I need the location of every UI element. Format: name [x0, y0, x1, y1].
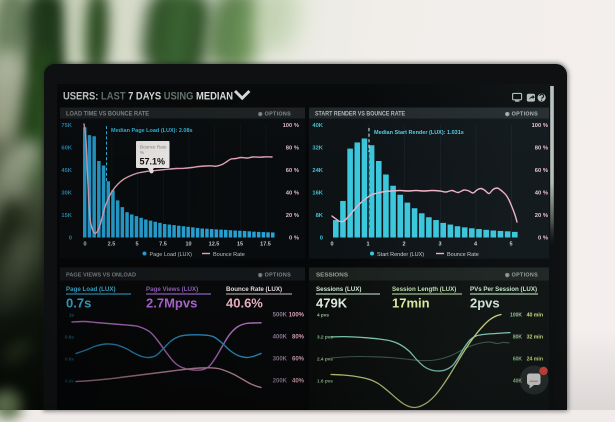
svg-text:100 %: 100 % [283, 123, 299, 129]
svg-text:USERS: LAST 7 DAYS USING MEDIA: USERS: LAST 7 DAYS USING MEDIAN [63, 91, 233, 103]
svg-text:2pvs: 2pvs [470, 296, 500, 311]
svg-text:100 %: 100 % [532, 123, 548, 129]
svg-text:Median Start Render (LUX): 1.0: Median Start Render (LUX): 1.031s [374, 130, 464, 136]
svg-text:Start Render (LUX): Start Render (LUX) [377, 252, 424, 258]
svg-text:Page Load (LUX): Page Load (LUX) [66, 286, 116, 293]
svg-text:1s: 1s [69, 313, 75, 318]
svg-text:500K: 500K [273, 313, 288, 319]
svg-text:0.8s: 0.8s [65, 335, 74, 340]
svg-text:PVs Per Session (LUX): PVs Per Session (LUX) [470, 286, 537, 293]
svg-text:17min: 17min [392, 296, 430, 311]
svg-text:0.7s: 0.7s [66, 296, 91, 311]
svg-text:16K: 16K [312, 191, 323, 197]
svg-text:5: 5 [509, 242, 512, 248]
svg-text:Page Load (LUX): Page Load (LUX) [150, 252, 193, 258]
svg-text:24 min: 24 min [527, 357, 543, 363]
svg-text:SESSIONS: SESSIONS [316, 273, 348, 279]
svg-text:Bounce Rate: Bounce Rate [140, 145, 167, 150]
svg-text:80K: 80K [513, 335, 523, 341]
svg-text:45K: 45K [61, 168, 72, 174]
svg-text:12.5: 12.5 [209, 242, 220, 248]
svg-text:479K: 479K [316, 296, 348, 311]
svg-text:Bounce Rate: Bounce Rate [213, 252, 245, 258]
svg-text:15K: 15K [61, 213, 72, 219]
svg-text:LOAD TIME VS BOUNCE RATE: LOAD TIME VS BOUNCE RATE [66, 111, 149, 117]
svg-text:0.4s: 0.4s [65, 379, 74, 384]
svg-text:100K: 100K [510, 313, 522, 319]
svg-text:Page Views (LUX): Page Views (LUX) [146, 286, 198, 293]
svg-text:◉ OPTIONS: ◉ OPTIONS [258, 273, 291, 279]
svg-text:2: 2 [402, 242, 405, 248]
svg-text:40 %: 40 % [535, 191, 548, 197]
svg-text:Median Page Load (LUX): 2.08s: Median Page Load (LUX): 2.08s [111, 128, 193, 134]
svg-text:3: 3 [438, 242, 441, 248]
svg-text:%: % [140, 150, 144, 155]
svg-text:32 min: 32 min [527, 335, 543, 341]
svg-text:15: 15 [237, 242, 243, 248]
svg-text:60 %: 60 % [286, 168, 299, 174]
svg-text:20 %: 20 % [286, 213, 299, 219]
svg-text:40.6%: 40.6% [226, 296, 263, 311]
svg-text:40%: 40% [292, 379, 305, 385]
svg-text:◉ OPTIONS: ◉ OPTIONS [505, 111, 538, 117]
svg-text:20 %: 20 % [535, 213, 548, 219]
svg-text:4: 4 [474, 242, 478, 248]
svg-text:PAGE VIEWS VS ONLOAD: PAGE VIEWS VS ONLOAD [66, 273, 136, 279]
svg-text:60 %: 60 % [535, 168, 548, 174]
svg-text:57.1%: 57.1% [140, 157, 166, 167]
svg-text:Bounce Rate: Bounce Rate [447, 252, 479, 258]
svg-text:Bounce Rate (LUX): Bounce Rate (LUX) [226, 286, 282, 293]
svg-text:80 %: 80 % [286, 146, 299, 152]
svg-text:100%: 100% [289, 313, 305, 319]
svg-text:START RENDER VS BOUNCE RATE: START RENDER VS BOUNCE RATE [315, 111, 405, 117]
svg-text:24K: 24K [312, 168, 323, 174]
svg-text:7.5: 7.5 [159, 242, 167, 248]
svg-text:80%: 80% [292, 335, 305, 341]
svg-text:400K: 400K [273, 335, 288, 341]
svg-text:2.7Mpvs: 2.7Mpvs [146, 296, 197, 311]
svg-text:0.6s: 0.6s [65, 357, 74, 362]
svg-text:40K: 40K [513, 379, 523, 385]
svg-text:0 %: 0 % [289, 236, 299, 242]
svg-text:8K: 8K [316, 213, 324, 219]
svg-text:40 min: 40 min [527, 313, 543, 319]
svg-text:5: 5 [135, 242, 138, 248]
svg-text:2.5: 2.5 [108, 242, 116, 248]
svg-text:1.6 pvs: 1.6 pvs [317, 379, 333, 384]
svg-text:0: 0 [83, 242, 86, 248]
svg-text:75K: 75K [61, 123, 72, 129]
svg-text:80 %: 80 % [535, 146, 548, 152]
svg-text:40 %: 40 % [286, 191, 299, 197]
svg-text:Session Length (LUX): Session Length (LUX) [392, 286, 456, 293]
svg-text:30K: 30K [61, 191, 72, 197]
svg-text:2.4 pvs: 2.4 pvs [317, 357, 333, 362]
svg-text:200K: 200K [273, 379, 288, 385]
svg-text:◉ OPTIONS: ◉ OPTIONS [505, 273, 538, 279]
svg-text:0: 0 [320, 236, 323, 242]
svg-text:3.2 pvs: 3.2 pvs [317, 335, 333, 340]
svg-text:60K: 60K [61, 146, 72, 152]
svg-text:40K: 40K [312, 123, 323, 129]
svg-text:◉ OPTIONS: ◉ OPTIONS [258, 111, 291, 117]
svg-text:0: 0 [69, 236, 72, 242]
svg-text:0 %: 0 % [538, 236, 548, 242]
svg-text:4 pvs: 4 pvs [317, 313, 329, 318]
svg-text:300K: 300K [273, 357, 288, 363]
svg-text:60K: 60K [513, 357, 523, 363]
svg-text:1: 1 [366, 242, 369, 248]
svg-text:32K: 32K [312, 146, 323, 152]
svg-text:60%: 60% [292, 357, 305, 363]
svg-text:10: 10 [185, 242, 191, 248]
svg-text:Sessions (LUX): Sessions (LUX) [316, 286, 361, 293]
svg-text:17.5: 17.5 [260, 242, 271, 248]
svg-text:0: 0 [330, 242, 333, 248]
